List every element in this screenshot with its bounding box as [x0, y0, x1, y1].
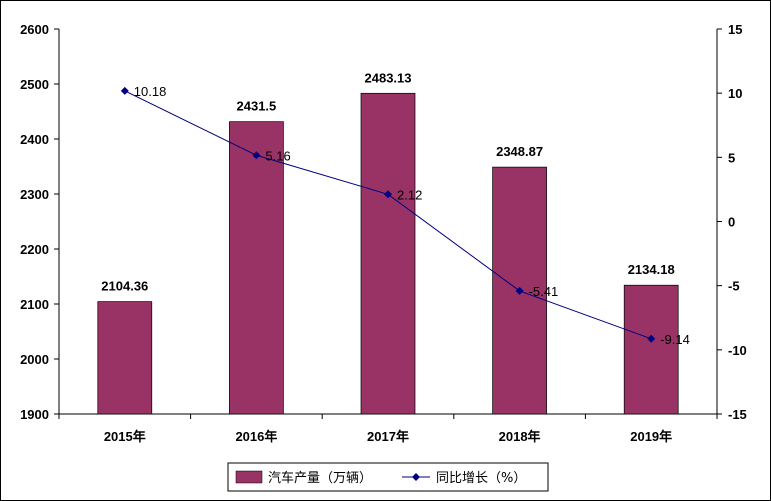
- y-right-tick-label: 15: [728, 22, 742, 37]
- bar: [360, 92, 416, 415]
- line-point-marker: [252, 151, 261, 160]
- y-left-tick-label: 2000: [20, 352, 49, 367]
- x-tick-label: 2017年: [367, 429, 409, 444]
- bar-data-label: 2134.18: [628, 262, 675, 277]
- x-tick-label: 2018年: [499, 429, 541, 444]
- line-data-label: 5.16: [265, 148, 290, 163]
- bars-layer: [97, 92, 679, 415]
- y-left-tick-label: 2200: [20, 242, 49, 257]
- y-right-tick-label: 5: [728, 150, 735, 165]
- legend-bar-label: 汽车产量（万辆）: [268, 470, 372, 486]
- line-point-marker: [515, 286, 524, 295]
- line-point-marker: [384, 190, 392, 199]
- legend-line-label: 同比增长（%）: [436, 471, 526, 486]
- line-point-marker: [647, 334, 656, 343]
- y-left-tick-label: 2300: [20, 187, 49, 202]
- y-right-tick-label: -5: [728, 279, 740, 294]
- y-right-tick-label: -10: [728, 343, 747, 358]
- y-left-tick-label: 2400: [20, 132, 49, 147]
- x-tick-label: 2016年: [235, 429, 277, 444]
- bar-data-label: 2431.5: [237, 99, 277, 114]
- axes-layer: 1900 2000 2100 2200 2300 2400 2500 2600 -15 -10 -5…: [20, 22, 747, 444]
- legend: 汽车产量（万辆） 同比增长（%）: [227, 462, 549, 492]
- line-data-label: 10.18: [134, 84, 167, 99]
- line-data-label: -5.41: [529, 284, 559, 299]
- line-point-marker: [120, 86, 129, 95]
- y-left-tick-label: 2500: [20, 77, 49, 92]
- legend-bar-swatch: [235, 470, 263, 484]
- legend-line-marker: [412, 473, 420, 481]
- labels-layer: 2104.36 2431.5 2483.13 2348.87 2134.18 10.18 5…: [101, 70, 690, 347]
- x-tick-label: 2015年: [104, 429, 146, 444]
- line-data-label: 2.12: [397, 187, 422, 202]
- bar-data-label: 2483.13: [365, 70, 412, 85]
- y-left-tick-label: 1900: [20, 407, 49, 422]
- bar: [97, 301, 153, 415]
- line-data-label: -9.14: [660, 332, 690, 347]
- bar: [623, 284, 679, 415]
- legend-box: [227, 462, 549, 492]
- line-layer: [120, 86, 656, 343]
- y-right-tick-label: -15: [728, 407, 747, 422]
- y-right-tick-label: 0: [728, 215, 735, 230]
- bar-data-label: 2104.36: [101, 279, 148, 294]
- x-tick-label: 2019年: [630, 429, 672, 444]
- y-left-tick-label: 2100: [20, 297, 49, 312]
- y-right-tick-label: 10: [728, 86, 742, 101]
- y-left-tick-label: 2600: [20, 22, 49, 37]
- bar-data-label: 2348.87: [496, 144, 543, 159]
- bar: [229, 121, 284, 415]
